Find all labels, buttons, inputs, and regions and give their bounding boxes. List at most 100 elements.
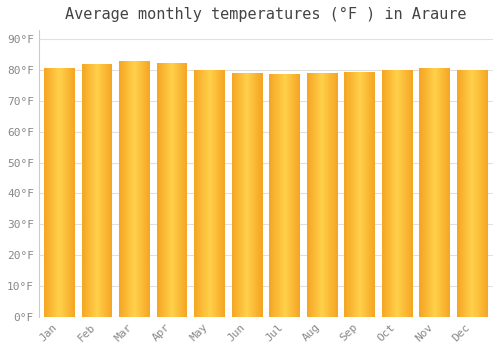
Bar bbox=[247, 73, 248, 317]
Bar bbox=[47, 68, 48, 317]
Bar bbox=[460, 70, 461, 317]
Bar bbox=[97, 64, 98, 317]
Bar bbox=[100, 64, 101, 317]
Bar bbox=[385, 70, 386, 317]
Bar bbox=[322, 73, 324, 317]
Bar bbox=[410, 70, 412, 317]
Bar bbox=[50, 68, 51, 317]
Bar bbox=[248, 73, 249, 317]
Bar bbox=[288, 75, 289, 317]
Bar bbox=[367, 72, 368, 317]
Bar bbox=[449, 68, 450, 317]
Bar bbox=[86, 64, 88, 317]
Bar bbox=[313, 73, 314, 317]
Bar bbox=[394, 70, 396, 317]
Bar bbox=[363, 72, 364, 317]
Bar bbox=[309, 73, 310, 317]
Bar bbox=[365, 72, 366, 317]
Bar bbox=[82, 64, 84, 317]
Bar bbox=[390, 70, 391, 317]
Bar bbox=[457, 70, 458, 317]
Bar bbox=[442, 68, 443, 317]
Bar bbox=[91, 64, 92, 317]
Bar bbox=[387, 70, 388, 317]
Bar bbox=[386, 70, 387, 317]
Bar bbox=[482, 70, 484, 317]
Bar bbox=[470, 70, 472, 317]
Bar bbox=[346, 72, 348, 317]
Bar bbox=[218, 70, 219, 317]
Bar bbox=[170, 63, 171, 317]
Bar bbox=[393, 70, 394, 317]
Bar bbox=[222, 70, 223, 317]
Bar bbox=[336, 73, 338, 317]
Bar bbox=[258, 73, 260, 317]
Bar bbox=[233, 73, 234, 317]
Bar bbox=[140, 61, 141, 317]
Bar bbox=[439, 68, 440, 317]
Bar bbox=[160, 63, 161, 317]
Bar bbox=[237, 73, 238, 317]
Bar bbox=[232, 73, 233, 317]
Bar bbox=[111, 64, 112, 317]
Bar bbox=[88, 64, 89, 317]
Bar bbox=[321, 73, 322, 317]
Bar bbox=[186, 63, 188, 317]
Bar bbox=[161, 63, 162, 317]
Bar bbox=[147, 61, 148, 317]
Bar bbox=[299, 75, 300, 317]
Bar bbox=[64, 68, 66, 317]
Bar bbox=[404, 70, 406, 317]
Bar bbox=[95, 64, 96, 317]
Bar bbox=[334, 73, 336, 317]
Bar bbox=[174, 63, 175, 317]
Bar bbox=[126, 61, 128, 317]
Bar bbox=[163, 63, 164, 317]
Bar bbox=[214, 70, 216, 317]
Bar bbox=[110, 64, 112, 317]
Bar bbox=[486, 70, 488, 317]
Bar bbox=[184, 63, 186, 317]
Bar bbox=[389, 70, 390, 317]
Bar bbox=[169, 63, 170, 317]
Bar bbox=[364, 72, 365, 317]
Bar bbox=[164, 63, 165, 317]
Bar bbox=[391, 70, 392, 317]
Bar bbox=[208, 70, 210, 317]
Bar bbox=[344, 72, 346, 317]
Bar bbox=[216, 70, 217, 317]
Bar bbox=[332, 73, 334, 317]
Bar bbox=[245, 73, 246, 317]
Bar bbox=[260, 73, 262, 317]
Bar bbox=[128, 61, 130, 317]
Bar bbox=[468, 70, 469, 317]
Bar bbox=[384, 70, 385, 317]
Bar bbox=[243, 73, 244, 317]
Bar bbox=[252, 73, 254, 317]
Bar bbox=[459, 70, 460, 317]
Bar bbox=[175, 63, 176, 317]
Bar bbox=[44, 68, 46, 317]
Bar bbox=[56, 68, 58, 317]
Bar bbox=[105, 64, 106, 317]
Bar bbox=[440, 68, 441, 317]
Bar bbox=[362, 72, 363, 317]
Bar bbox=[282, 75, 284, 317]
Bar bbox=[156, 63, 158, 317]
Bar bbox=[374, 72, 375, 317]
Bar bbox=[256, 73, 258, 317]
Bar bbox=[148, 61, 149, 317]
Bar bbox=[382, 70, 383, 317]
Bar bbox=[165, 63, 166, 317]
Bar bbox=[84, 64, 86, 317]
Bar bbox=[92, 64, 93, 317]
Bar bbox=[98, 64, 99, 317]
Bar bbox=[431, 68, 432, 317]
Bar bbox=[236, 73, 237, 317]
Bar bbox=[320, 73, 321, 317]
Bar bbox=[480, 70, 482, 317]
Bar bbox=[426, 68, 428, 317]
Bar bbox=[289, 75, 290, 317]
Bar bbox=[350, 72, 352, 317]
Bar bbox=[239, 73, 240, 317]
